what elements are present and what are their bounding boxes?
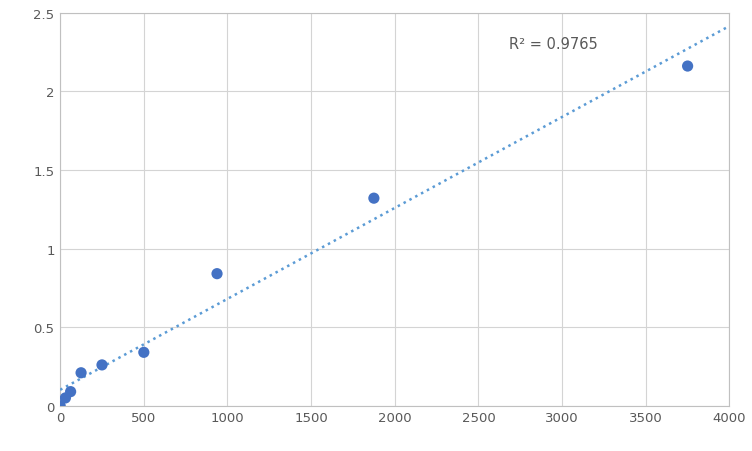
Point <box>75 369 87 377</box>
Text: R² = 0.9765: R² = 0.9765 <box>508 37 597 52</box>
Point <box>96 362 108 369</box>
Point <box>681 63 693 70</box>
Point <box>368 195 380 202</box>
Point <box>138 349 150 356</box>
Point <box>59 395 71 402</box>
Point <box>211 271 223 278</box>
Point <box>54 402 66 410</box>
Point <box>65 388 77 396</box>
